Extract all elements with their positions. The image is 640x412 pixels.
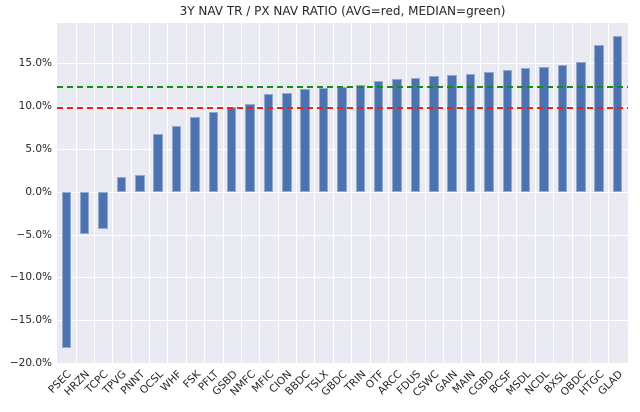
y-axis-tick-label: 5.0%	[25, 142, 52, 155]
bar	[79, 191, 90, 234]
v-gridline	[130, 23, 132, 363]
bar	[337, 87, 347, 192]
bar	[98, 191, 108, 230]
bar	[61, 191, 72, 349]
v-gridline	[498, 23, 500, 363]
v-gridline	[516, 23, 518, 363]
bar	[410, 77, 421, 192]
v-gridline	[553, 23, 555, 363]
y-axis-tick-label: −15.0%	[9, 314, 52, 327]
bar	[539, 66, 549, 192]
bar	[576, 61, 586, 192]
bar	[116, 177, 127, 192]
chart-title: 3Y NAV TR / PX NAV RATIO (AVG=red, MEDIA…	[179, 4, 506, 18]
v-gridline	[608, 23, 610, 363]
h-gridline	[57, 234, 628, 236]
bar	[373, 81, 384, 192]
y-axis-tick-label: 10.0%	[18, 100, 52, 113]
v-gridline	[259, 23, 261, 363]
v-gridline	[571, 23, 573, 363]
v-gridline	[442, 23, 444, 363]
h-gridline	[57, 191, 628, 193]
bar	[245, 103, 255, 192]
bar	[263, 94, 274, 192]
v-gridline	[351, 23, 353, 363]
y-axis-tick-label: −10.0%	[9, 271, 52, 284]
v-gridline	[314, 23, 316, 363]
bar	[190, 117, 200, 192]
v-gridline	[277, 23, 279, 363]
bar	[520, 68, 531, 192]
v-gridline	[479, 23, 481, 363]
v-gridline	[332, 23, 334, 363]
v-gridline	[461, 23, 463, 363]
bar	[318, 88, 329, 192]
y-axis-tick-label: −5.0%	[16, 228, 52, 241]
h-gridline	[57, 63, 628, 65]
v-gridline	[424, 23, 426, 363]
v-gridline	[387, 23, 389, 363]
bar	[429, 76, 439, 192]
bar	[208, 112, 218, 192]
avg-line	[57, 106, 628, 109]
bar	[153, 133, 163, 192]
v-gridline	[406, 23, 408, 363]
v-gridline	[93, 23, 95, 363]
v-gridline	[589, 23, 591, 363]
v-gridline	[222, 23, 224, 363]
bar	[502, 70, 512, 192]
y-axis-tick-label: −20.0%	[9, 356, 52, 369]
bar	[226, 107, 237, 192]
v-gridline	[167, 23, 169, 363]
bar	[355, 84, 365, 192]
v-gridline	[369, 23, 371, 363]
h-gridline	[57, 320, 628, 322]
v-gridline	[240, 23, 242, 363]
bar	[484, 71, 494, 192]
y-axis-tick-label: 0.0%	[25, 185, 52, 198]
bar	[135, 174, 145, 192]
v-gridline	[185, 23, 187, 363]
bar	[594, 45, 604, 192]
y-axis-tick-label: 15.0%	[18, 57, 52, 70]
bar	[300, 89, 310, 192]
median-line	[57, 86, 628, 89]
bar	[465, 74, 476, 192]
v-gridline	[204, 23, 206, 363]
bar	[557, 65, 568, 192]
h-gridline	[57, 277, 628, 279]
bar	[447, 75, 457, 192]
bar	[171, 125, 182, 192]
v-gridline	[112, 23, 114, 363]
v-gridline	[75, 23, 77, 363]
bar	[612, 35, 623, 192]
bar	[282, 93, 292, 192]
v-gridline	[296, 23, 297, 363]
bar	[392, 78, 402, 192]
plot-area	[57, 23, 628, 363]
v-gridline	[149, 23, 150, 363]
v-gridline	[534, 23, 536, 363]
